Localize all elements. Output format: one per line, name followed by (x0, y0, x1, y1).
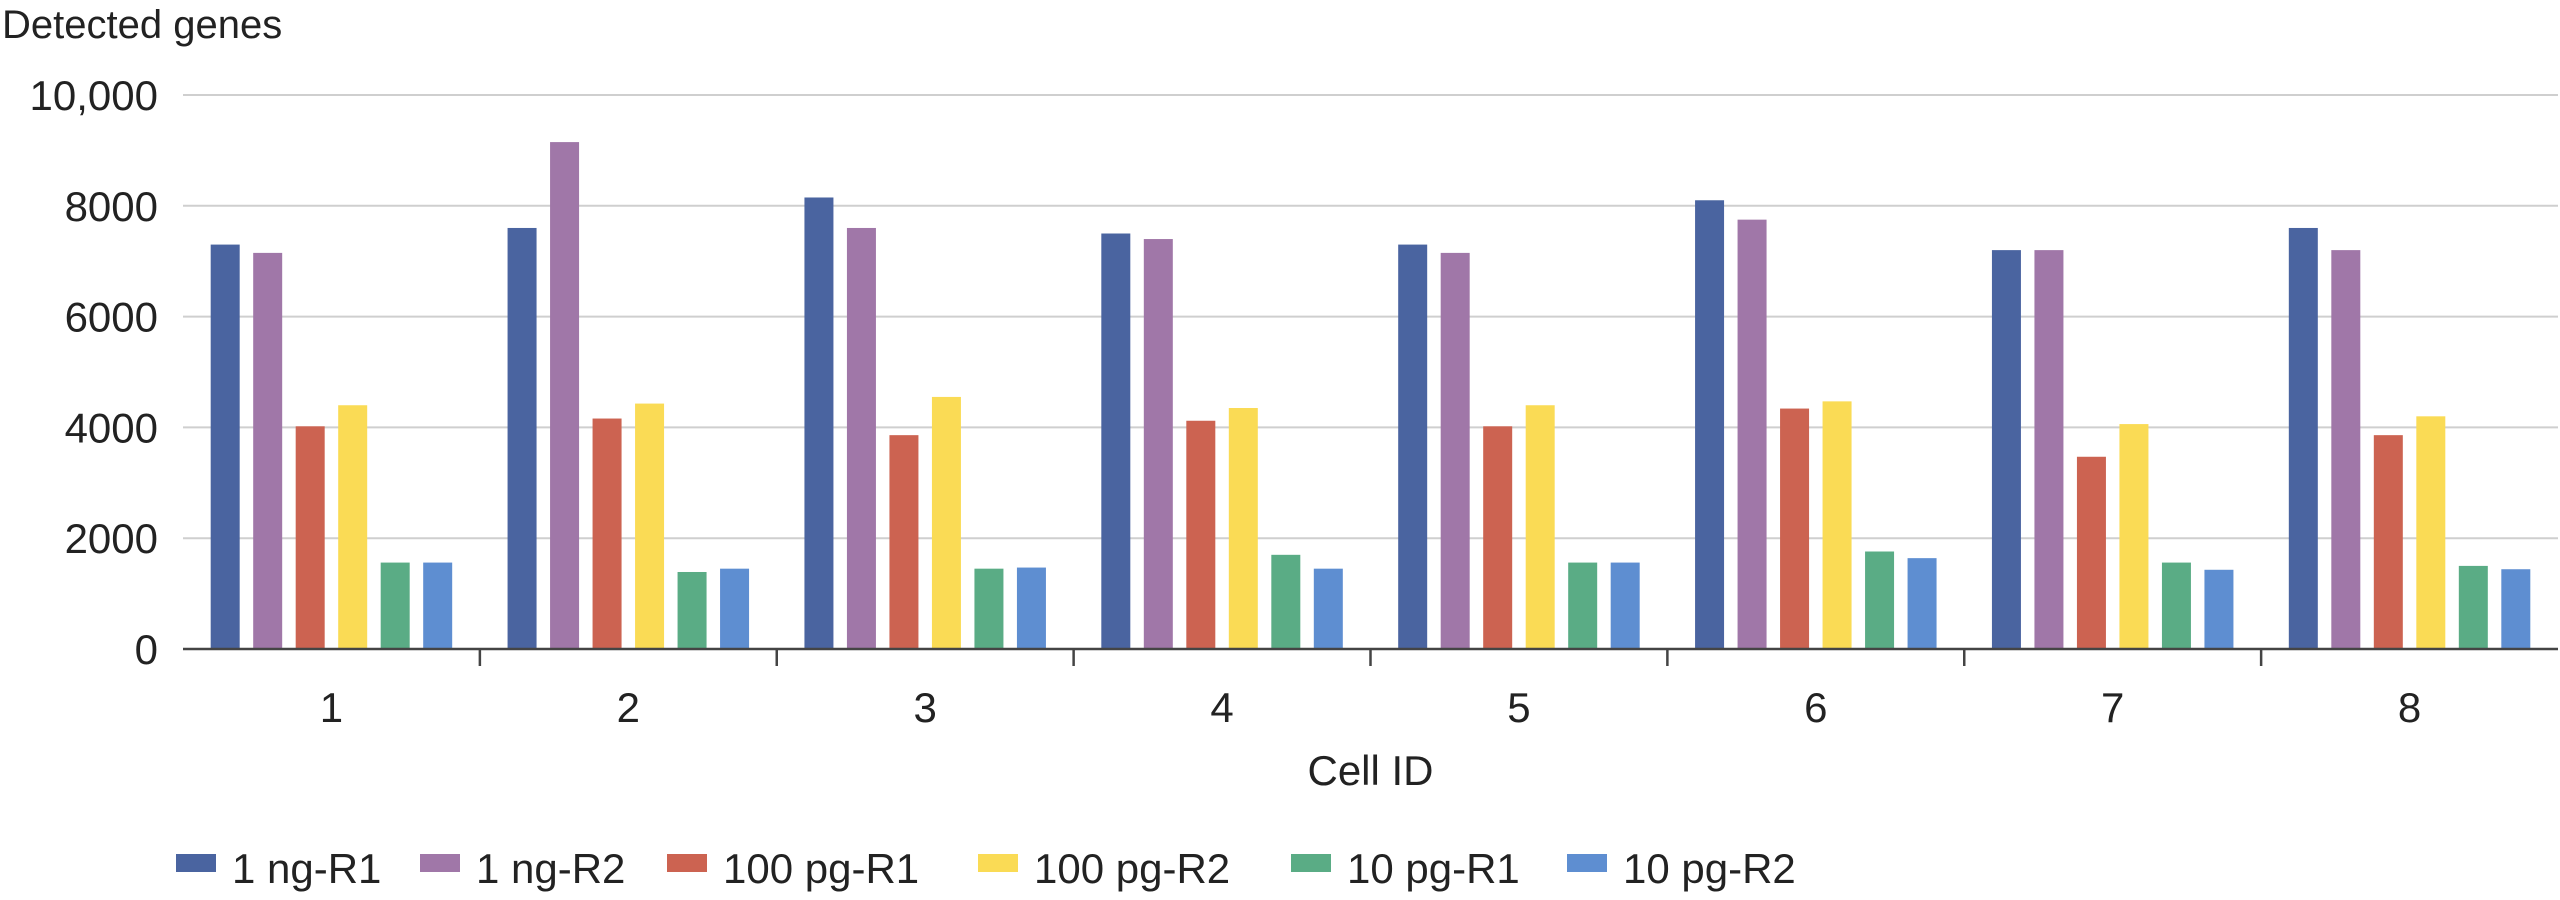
bar (550, 142, 580, 649)
bar (507, 227, 537, 649)
bar (210, 244, 240, 649)
x-tick-label: 8 (2398, 684, 2421, 731)
y-tick-label: 8000 (65, 183, 158, 230)
bar (1525, 405, 1555, 649)
bar (1271, 554, 1301, 649)
bar (1695, 200, 1725, 649)
bar (931, 396, 961, 649)
legend-label: 10 pg-R2 (1623, 845, 1796, 892)
bar (1568, 562, 1598, 649)
legend-label: 10 pg-R1 (1347, 845, 1520, 892)
bar (1822, 401, 1852, 649)
legend-swatch (667, 854, 707, 872)
bar (592, 418, 622, 649)
bar (253, 252, 283, 649)
bar (1186, 420, 1216, 649)
bar (2076, 456, 2106, 649)
legend-swatch (1291, 854, 1331, 872)
legend-swatch (1567, 854, 1607, 872)
bar (2501, 569, 2531, 649)
bar (974, 568, 1004, 649)
x-tick-label: 2 (617, 684, 640, 731)
y-tick-label: 2000 (65, 515, 158, 562)
axes: 1 2 3 4 5 6 7 8 (183, 647, 2558, 731)
y-tick-label: 4000 (65, 404, 158, 451)
bar (2373, 435, 2403, 649)
legend-swatch (420, 854, 460, 872)
y-tick-label: 6000 (65, 294, 158, 341)
x-tick-label: 6 (1804, 684, 1827, 731)
bar (2416, 416, 2446, 649)
x-tick-label: 5 (1507, 684, 1530, 731)
bar (1143, 239, 1173, 650)
y-tick-label: 0 (135, 626, 158, 673)
bar (1228, 408, 1258, 649)
y-axis-title: Detected genes (2, 3, 282, 47)
bar (1398, 244, 1428, 649)
bar (1780, 408, 1810, 649)
bar (1907, 558, 1937, 649)
bar (846, 227, 876, 649)
x-tick-label: 7 (2101, 684, 2124, 731)
legend-swatch (176, 854, 216, 872)
bar (1610, 562, 1640, 649)
bar (1016, 567, 1046, 649)
x-tick-label: 1 (320, 684, 343, 731)
bar (1101, 233, 1131, 649)
bar (2458, 565, 2488, 649)
y-tick-label: 10,000 (30, 72, 158, 119)
bars (210, 142, 2531, 650)
legend-swatch (978, 854, 1018, 872)
bar (635, 403, 665, 649)
legend-label: 100 pg-R1 (723, 845, 919, 892)
bar (804, 197, 834, 650)
bar (338, 405, 368, 649)
bar (295, 426, 325, 649)
x-axis-title: Cell ID (1307, 747, 1433, 794)
bar (2034, 250, 2064, 649)
bar (2204, 569, 2234, 649)
bar (720, 568, 750, 649)
x-tick-label: 3 (914, 684, 937, 731)
bar (2331, 250, 2361, 649)
legend-label: 1 ng-R2 (476, 845, 625, 892)
bar (889, 435, 919, 649)
bar (2119, 424, 2149, 649)
legend: 1 ng-R1 1 ng-R2 100 pg-R1 100 pg-R2 10 pg-R1… (176, 845, 1796, 892)
bar (1865, 551, 1895, 649)
bar (1991, 250, 2021, 649)
bar (677, 571, 707, 649)
x-tick-label: 4 (1210, 684, 1233, 731)
bar (380, 562, 410, 649)
bar (423, 562, 453, 649)
legend-label: 1 ng-R1 (232, 845, 381, 892)
bar (1483, 426, 1513, 649)
bar (1313, 568, 1343, 649)
bar (1737, 219, 1767, 649)
legend-label: 100 pg-R2 (1034, 845, 1230, 892)
bar (2288, 227, 2318, 649)
bar (1440, 252, 1470, 649)
bar (2161, 562, 2191, 649)
